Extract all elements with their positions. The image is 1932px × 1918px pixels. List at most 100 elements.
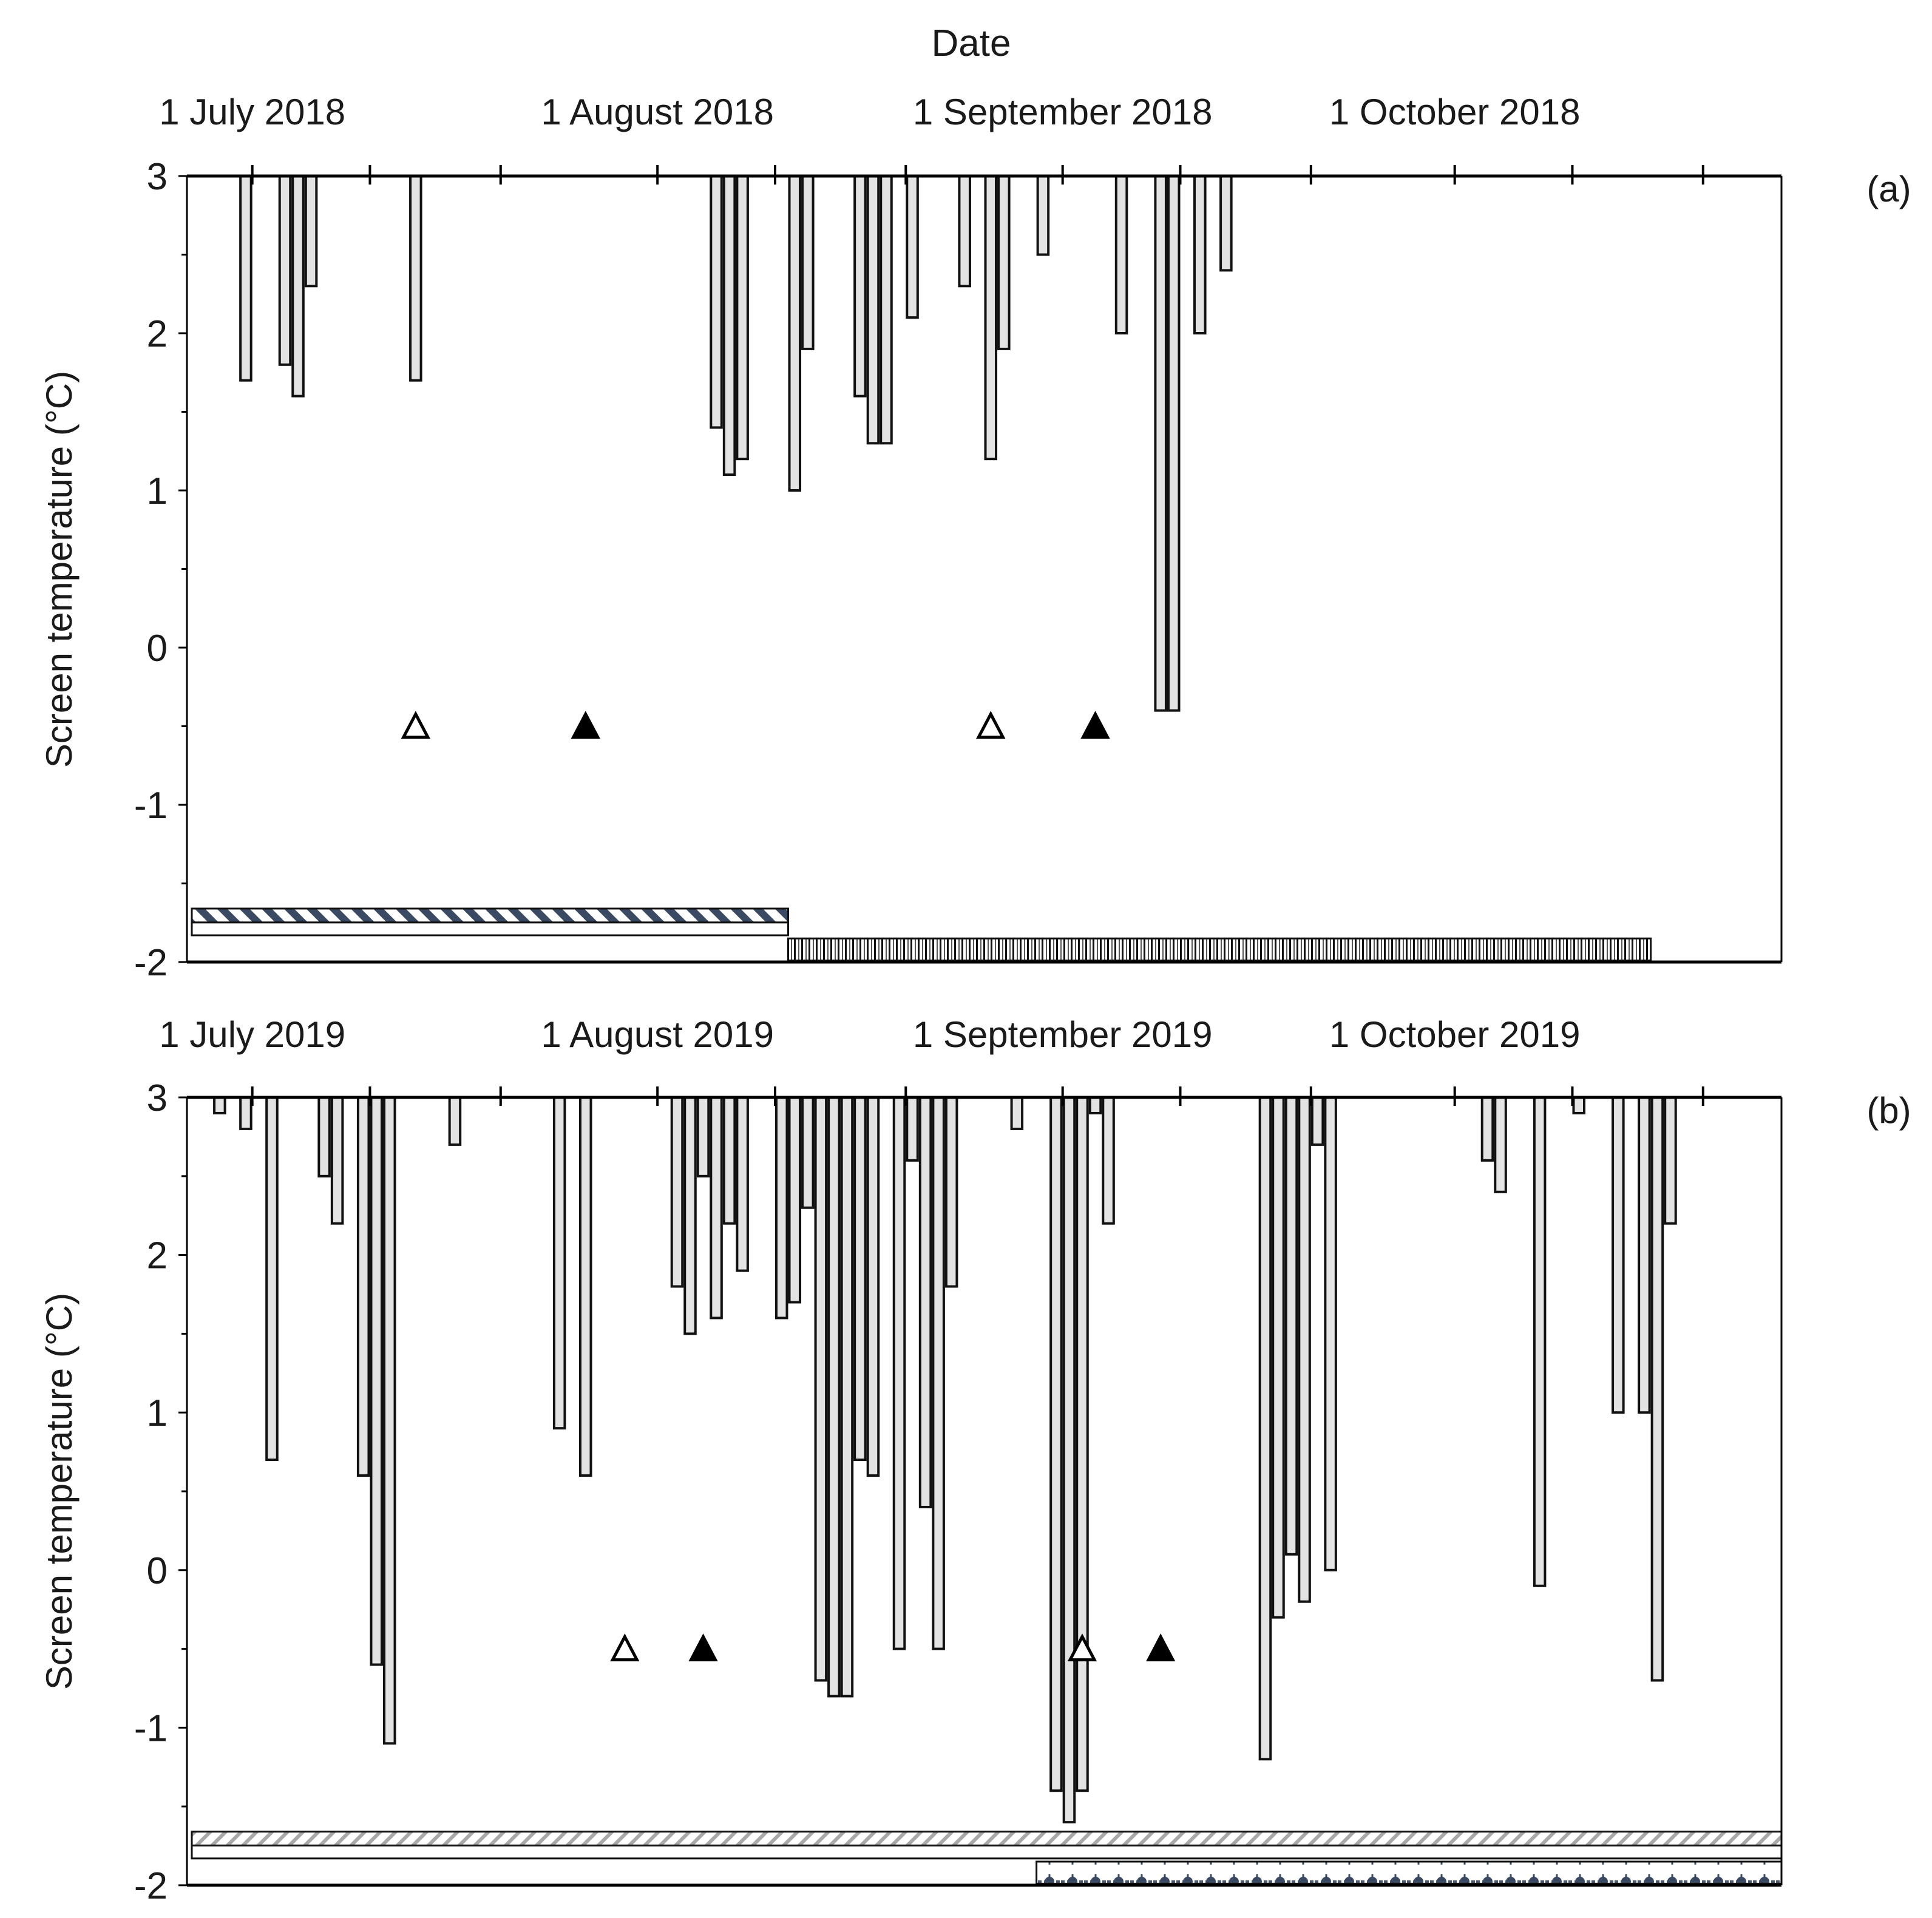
- y-tick-label-b-0: 3: [147, 1077, 168, 1119]
- bar-b-13: [696, 1096, 710, 1178]
- bar-a-21: [1193, 175, 1207, 334]
- panel-a: 3 2 1 0 -1 -2 1 July 2018 1 August 2018 1 Septem…: [134, 92, 1911, 984]
- bar-b-47: [1638, 1096, 1651, 1414]
- y-tick-label-a-1: 2: [147, 313, 168, 355]
- period-bar-base-a-0: [191, 921, 790, 937]
- y-tick-label-a-0: 3: [147, 156, 168, 198]
- bar-b-38: [1284, 1096, 1298, 1556]
- bar-b-18: [788, 1096, 802, 1304]
- bar-b-36: [1258, 1096, 1272, 1761]
- bar-b-39: [1298, 1096, 1311, 1603]
- y-tick-label-b-1: 2: [147, 1235, 168, 1277]
- bar-a-20: [1167, 175, 1181, 712]
- filled-triangle-marker-a-1: [571, 711, 600, 739]
- panel-b: 3 2 1 0 -1 -2 1 July 2019 1 August 2019 1 Septem…: [134, 1014, 1911, 1907]
- y-axis-label-text-b: Screen temperature (°C): [39, 1293, 80, 1690]
- open-triangle-marker-b-2: [1067, 1633, 1097, 1662]
- bar-a-11: [866, 175, 880, 445]
- bar-b-3: [317, 1096, 331, 1178]
- bar-b-44: [1533, 1096, 1547, 1587]
- y-tick-label-b-4: -1: [134, 1707, 168, 1749]
- bar-b-7: [382, 1096, 396, 1745]
- bar-b-24: [866, 1096, 880, 1477]
- date-label-b-3: 1 October 2019: [1329, 1014, 1581, 1055]
- bar-b-48: [1650, 1096, 1664, 1682]
- open-triangle-marker-b-0: [610, 1633, 640, 1662]
- bar-b-21: [827, 1096, 841, 1698]
- y-tick-label-a-4: -1: [134, 785, 168, 827]
- bar-b-0: [213, 1096, 226, 1114]
- bar-a-17: [1036, 175, 1050, 256]
- bar-b-25: [892, 1096, 906, 1650]
- bar-a-22: [1219, 175, 1233, 272]
- bar-b-37: [1272, 1096, 1285, 1619]
- open-triangle-marker-a-2: [976, 711, 1006, 739]
- bar-a-16: [997, 175, 1011, 350]
- y-axis-label-text-a: Screen temperature (°C): [39, 371, 80, 768]
- bar-a-3: [304, 175, 318, 288]
- y-tick-label-b-5: -2: [134, 1865, 168, 1907]
- bar-b-22: [840, 1096, 854, 1698]
- period-bar-base-b-0: [191, 1845, 1783, 1860]
- bar-b-31: [1049, 1096, 1063, 1792]
- y-axis-label-a: Screen temperature (°C): [39, 371, 80, 768]
- bar-b-34: [1088, 1096, 1102, 1114]
- bar-a-6: [722, 175, 736, 476]
- bar-a-15: [984, 175, 998, 461]
- panel-label-a: (a): [1866, 169, 1911, 209]
- open-triangle-marker-a-0: [401, 711, 430, 739]
- bar-a-7: [736, 175, 749, 461]
- bar-b-1: [239, 1096, 253, 1130]
- bar-b-28: [932, 1096, 945, 1650]
- bar-b-12: [683, 1096, 697, 1335]
- bar-a-13: [906, 175, 919, 319]
- bar-b-32: [1062, 1096, 1076, 1824]
- date-label-a-3: 1 October 2018: [1329, 92, 1581, 132]
- bar-b-43: [1494, 1096, 1507, 1193]
- bar-a-1: [278, 175, 292, 366]
- bar-b-2: [265, 1096, 279, 1462]
- bar-b-14: [710, 1096, 723, 1320]
- date-label-b-0: 1 July 2019: [159, 1014, 345, 1055]
- filled-triangle-marker-b-3: [1146, 1633, 1176, 1662]
- period-bar-a-1: [787, 937, 1652, 961]
- bar-b-20: [814, 1096, 828, 1682]
- date-label-a-1: 1 August 2018: [541, 92, 774, 132]
- period-bar-b-0: [191, 1831, 1783, 1847]
- bar-b-17: [774, 1096, 788, 1320]
- bar-a-9: [801, 175, 815, 350]
- y-tick-label-a-3: 0: [147, 628, 168, 669]
- filled-triangle-marker-b-1: [688, 1633, 718, 1662]
- bar-a-12: [880, 175, 893, 445]
- bar-b-49: [1664, 1096, 1677, 1225]
- bar-b-27: [918, 1096, 932, 1508]
- bar-b-30: [1010, 1096, 1024, 1130]
- date-label-b-1: 1 August 2019: [541, 1014, 774, 1055]
- bar-b-9: [552, 1096, 566, 1430]
- filled-triangle-marker-a-3: [1080, 711, 1110, 739]
- bar-b-6: [370, 1096, 383, 1666]
- date-label-b-2: 1 September 2019: [913, 1014, 1213, 1055]
- bar-b-4: [330, 1096, 344, 1225]
- bar-a-18: [1114, 175, 1128, 334]
- bar-b-45: [1572, 1096, 1586, 1114]
- panel-label-b: (b): [1866, 1090, 1911, 1131]
- date-label-a-2: 1 September 2018: [913, 92, 1213, 132]
- bar-b-33: [1076, 1096, 1089, 1792]
- y-tick-label-a-5: -2: [134, 942, 168, 984]
- bar-b-26: [906, 1096, 919, 1162]
- bar-b-41: [1324, 1096, 1337, 1571]
- bar-a-8: [788, 175, 802, 492]
- y-tick-label-a-2: 1: [147, 470, 168, 512]
- period-bar-b-1: [1035, 1860, 1783, 1885]
- bar-a-5: [710, 175, 723, 429]
- bar-b-42: [1480, 1096, 1494, 1162]
- date-label-a-0: 1 July 2018: [159, 92, 345, 132]
- bar-b-19: [801, 1096, 815, 1209]
- y-tick-label-b-3: 0: [147, 1550, 168, 1592]
- y-tick-label-b-2: 1: [147, 1392, 168, 1434]
- y-axis-label-b: Screen temperature (°C): [39, 1293, 80, 1690]
- bar-b-11: [670, 1096, 684, 1288]
- bar-b-23: [853, 1096, 867, 1462]
- bar-b-40: [1310, 1096, 1324, 1146]
